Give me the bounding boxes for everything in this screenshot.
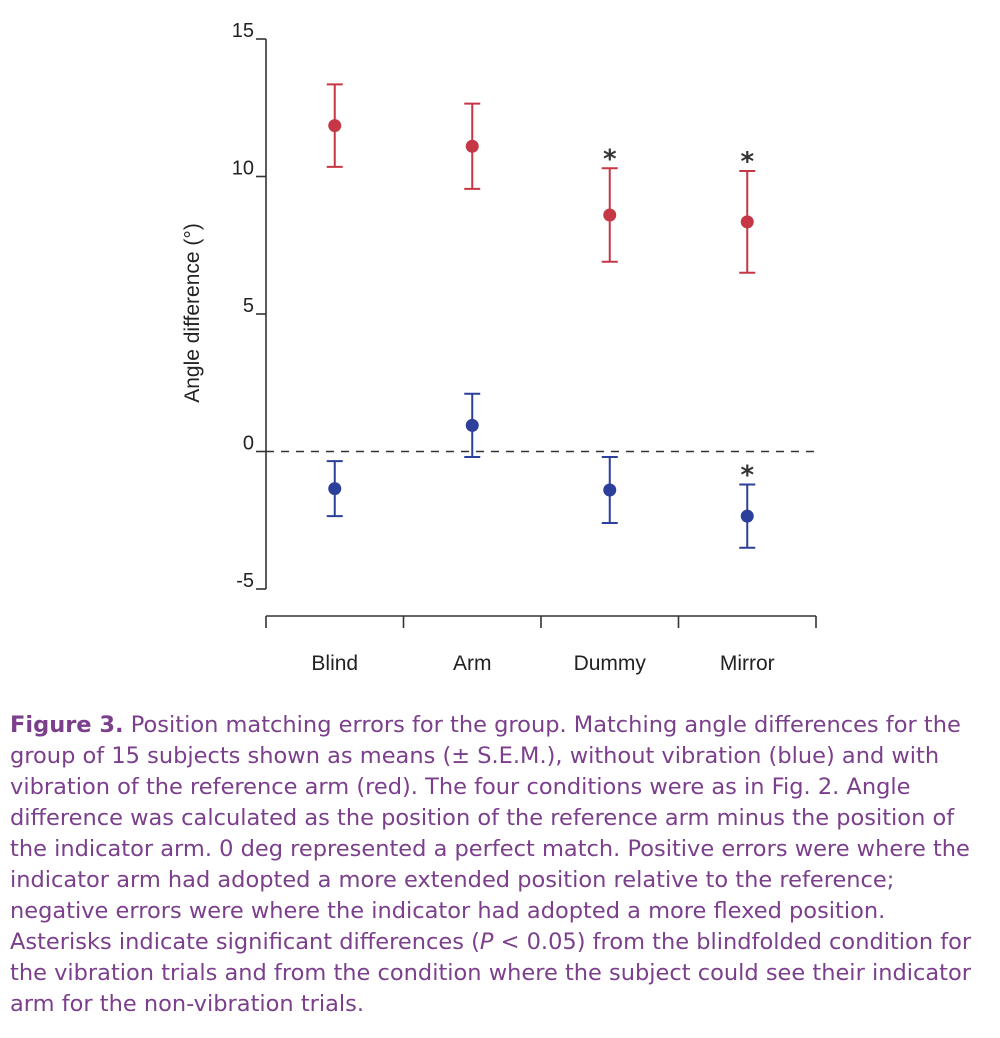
figure-caption: Figure 3. Position matching errors for t… [10,710,985,1020]
data-point [328,482,342,496]
data-point [465,418,479,432]
data-point [328,119,342,133]
significance-asterisk: * [740,461,754,491]
y-axis-label: Angle difference (°) [181,223,204,403]
y-tick-label: -5 [236,570,254,592]
significance-asterisk: * [740,147,754,177]
y-tick-label: 5 [243,295,254,317]
x-category-label: Dummy [574,652,647,675]
data-point [603,483,617,497]
significance-asterisk: * [603,144,617,174]
data-point [740,215,754,229]
caption-text-part-2: < 0.05) from the blindfolded condition f… [10,929,972,1017]
chart-marks: * * * [326,83,756,549]
y-tick-label: 0 [243,433,254,455]
axes: 15 10 5 0 -5 Blind Arm Dummy Mirror Angle differe… [181,20,817,675]
x-category-label: Blind [311,652,358,675]
x-category-label: Mirror [720,652,775,675]
data-point [465,139,479,153]
data-point [740,509,754,523]
caption-label: Figure 3. [10,712,124,738]
y-tick-label: 10 [232,158,254,180]
x-category-label: Arm [453,652,492,675]
y-tick-label: 15 [232,20,254,42]
caption-text-part-1: Position matching errors for the group. … [10,712,970,955]
caption-p-symbol: P [479,929,494,955]
chart: 15 10 5 0 -5 Blind Arm Dummy Mirror Angle differe… [181,20,817,675]
data-point [603,208,617,222]
